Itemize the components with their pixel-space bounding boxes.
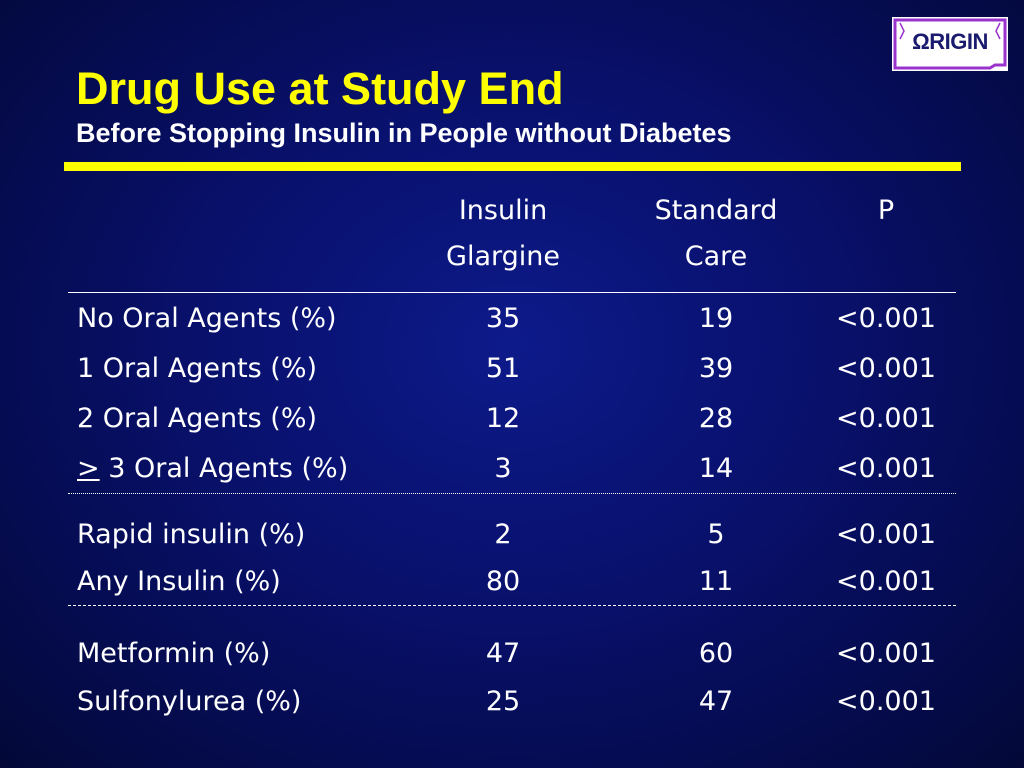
- cell-p-value: <0.001: [836, 453, 936, 484]
- cell-insulin-glargine: 51: [485, 353, 521, 384]
- slide-title: Drug Use at Study End: [76, 63, 564, 114]
- cell-p-value: <0.001: [836, 638, 936, 669]
- row-label: Any Insulin (%): [77, 566, 281, 597]
- table-row: 1 Oral Agents (%) 51 39 <0.001: [0, 349, 1024, 389]
- header-divider: [68, 292, 956, 293]
- cell-p-value: <0.001: [836, 566, 936, 597]
- cell-insulin-glargine: 2: [494, 519, 512, 550]
- table-row: Metformin (%) 47 60 <0.001: [0, 634, 1024, 674]
- origin-logo: ΩRIGIN: [892, 17, 1008, 71]
- cell-p-value: <0.001: [836, 519, 936, 550]
- row-label: > 3 Oral Agents (%): [77, 453, 349, 484]
- table-row: No Oral Agents (%) 35 19 <0.001: [0, 299, 1024, 339]
- table-row: 2 Oral Agents (%) 12 28 <0.001: [0, 399, 1024, 439]
- table-row: Rapid insulin (%) 2 5 <0.001: [0, 515, 1024, 555]
- cell-standard-care: 47: [698, 686, 734, 717]
- table-row: Any Insulin (%) 80 11 <0.001: [0, 562, 1024, 602]
- row-label: Metformin (%): [77, 638, 271, 669]
- cell-standard-care: 60: [698, 638, 734, 669]
- row-label: 2 Oral Agents (%): [77, 403, 318, 434]
- table-row: Sulfonylurea (%) 25 47 <0.001: [0, 682, 1024, 722]
- column-header-p: P: [877, 195, 895, 226]
- table-row: > 3 Oral Agents (%) 3 14 <0.001: [0, 449, 1024, 489]
- column-header-standard-care: Standard Care: [654, 195, 778, 272]
- row-label: No Oral Agents (%): [77, 303, 337, 334]
- cell-p-value: <0.001: [836, 303, 936, 334]
- cell-standard-care: 5: [707, 519, 725, 550]
- column-header-insulin-glargine: Insulin Glargine: [446, 195, 560, 272]
- slide-subtitle: Before Stopping Insulin in People withou…: [76, 118, 732, 148]
- cell-standard-care: 11: [698, 566, 734, 597]
- cell-p-value: <0.001: [836, 686, 936, 717]
- cell-standard-care: 28: [698, 403, 734, 434]
- cell-insulin-glargine: 25: [485, 686, 521, 717]
- row-label: 1 Oral Agents (%): [77, 353, 318, 384]
- cell-p-value: <0.001: [836, 403, 936, 434]
- group-divider: [68, 493, 956, 494]
- cell-standard-care: 39: [698, 353, 734, 384]
- cell-insulin-glargine: 12: [485, 403, 521, 434]
- row-label: Sulfonylurea (%): [77, 686, 302, 717]
- cell-insulin-glargine: 3: [494, 453, 512, 484]
- cell-insulin-glargine: 80: [485, 566, 521, 597]
- origin-logo-text: ΩRIGIN: [912, 29, 988, 54]
- origin-logo-frame-icon: [893, 18, 1007, 70]
- cell-standard-care: 14: [698, 453, 734, 484]
- cell-insulin-glargine: 47: [485, 638, 521, 669]
- cell-standard-care: 19: [698, 303, 734, 334]
- group-divider: [68, 605, 956, 606]
- cell-insulin-glargine: 35: [485, 303, 521, 334]
- title-underline: [64, 162, 961, 171]
- cell-p-value: <0.001: [836, 353, 936, 384]
- row-label: Rapid insulin (%): [77, 519, 306, 550]
